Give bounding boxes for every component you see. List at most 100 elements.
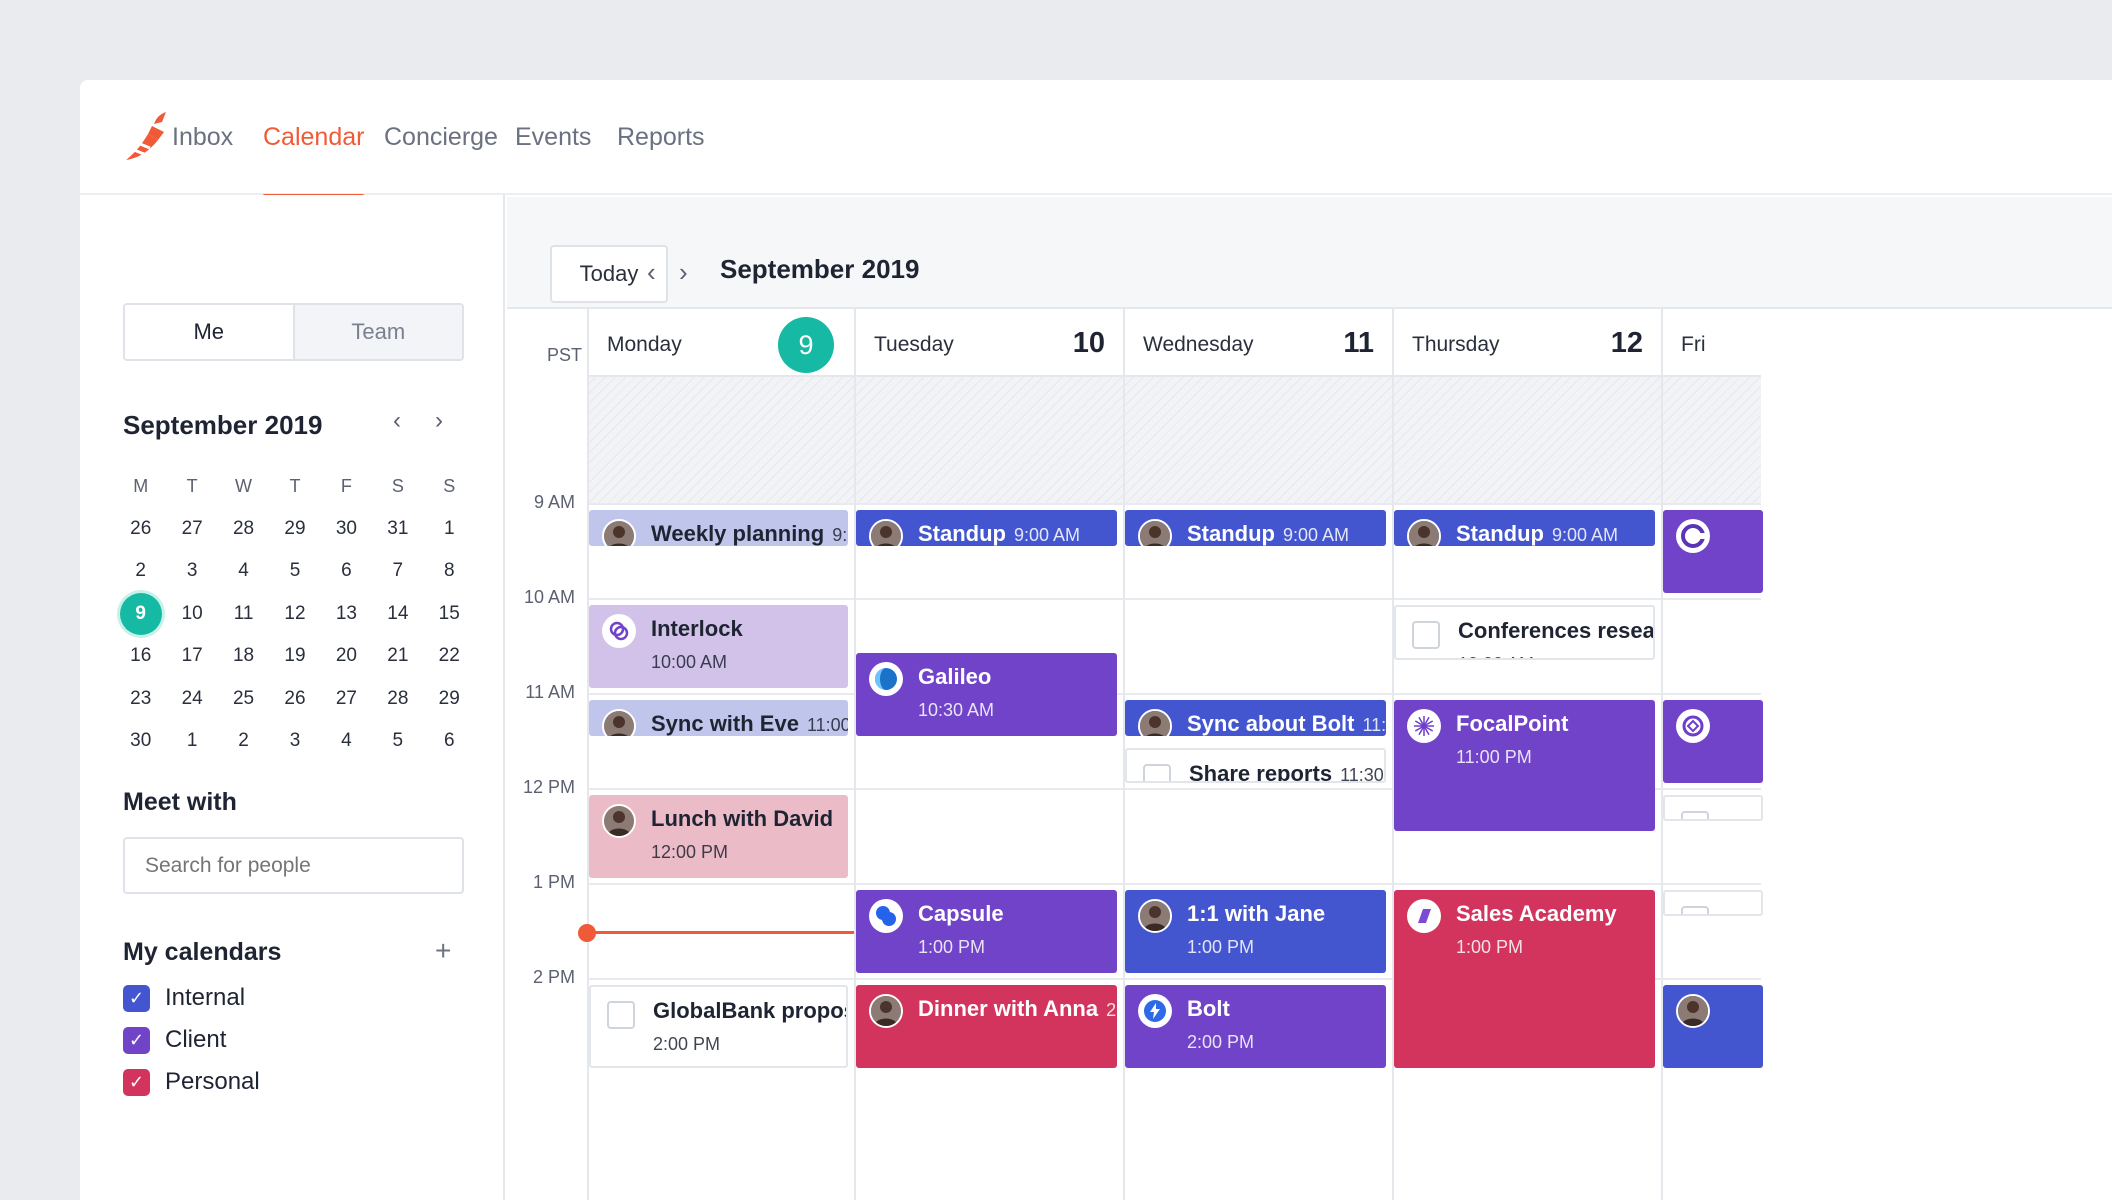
mini-day-cell[interactable]: 4 — [321, 720, 372, 763]
task-checkbox-icon[interactable] — [1681, 906, 1709, 914]
mini-day-cell[interactable]: 29 — [424, 678, 475, 721]
calendar-event[interactable]: Standup 9:00 AM — [1125, 510, 1386, 546]
mini-day-cell[interactable]: 10 — [166, 593, 217, 636]
mini-day-cell[interactable]: 15 — [424, 593, 475, 636]
prev-week-icon[interactable]: ‹ — [647, 257, 656, 287]
nav-events[interactable]: Events — [515, 123, 592, 151]
checkbox-checked-icon[interactable]: ✓ — [123, 984, 150, 1012]
task-checkbox-icon[interactable] — [1143, 763, 1171, 782]
mini-day-cell[interactable]: 28 — [372, 678, 423, 721]
task-checkbox-icon[interactable] — [1681, 811, 1709, 819]
mini-day-cell[interactable]: 21 — [372, 635, 423, 678]
mini-day-cell[interactable]: 26 — [269, 678, 320, 721]
day-column[interactable] — [1661, 377, 1761, 1200]
calendar-event[interactable]: Dinner with Anna 2:00 PM — [856, 985, 1117, 1068]
calendar-event[interactable] — [1663, 700, 1763, 783]
toggle-me-button[interactable]: Me — [125, 305, 293, 359]
mini-day-cell[interactable]: 3 — [166, 550, 217, 593]
mini-day-cell[interactable]: 27 — [321, 678, 372, 721]
mini-day-cell[interactable]: 7 — [372, 550, 423, 593]
mini-day-cell[interactable]: 17 — [166, 635, 217, 678]
calendar-item-client[interactable]: ✓ Client — [123, 1026, 226, 1054]
day-header[interactable]: Wednesday 11 — [1123, 309, 1392, 377]
calendar-event[interactable]: Lunch with David 12:00 PM — [589, 795, 848, 878]
calendar-item-internal[interactable]: ✓ Internal — [123, 984, 245, 1012]
mini-day-cell[interactable]: 30 — [115, 720, 166, 763]
calendar-event[interactable]: Share reports 11:30 AM — [1125, 747, 1386, 783]
calendar-event[interactable]: Standup 9:00 AM — [1394, 510, 1655, 546]
calendar-event[interactable]: Interlock 10:00 AM — [589, 605, 848, 688]
calendar-item-personal[interactable]: ✓ Personal — [123, 1068, 260, 1096]
calendar-event[interactable]: Sync about Bolt 11:00 AM — [1125, 700, 1386, 736]
calendar-event[interactable]: Capsule 1:00 PM — [856, 890, 1117, 973]
calendar-event[interactable]: Standup 9:00 AM — [856, 510, 1117, 546]
day-column[interactable] — [587, 377, 854, 1200]
brand-logo-icon[interactable] — [118, 108, 178, 168]
calendar-event[interactable]: Bolt 2:00 PM — [1125, 985, 1386, 1068]
calendar-event[interactable]: Weekly planning 9:00 AM — [589, 510, 848, 546]
mini-day-cell[interactable]: 1 — [166, 720, 217, 763]
mini-day-cell[interactable]: 18 — [218, 635, 269, 678]
calendar-event[interactable] — [1663, 890, 1763, 916]
mini-day-cell[interactable]: 11 — [218, 593, 269, 636]
nav-concierge[interactable]: Concierge — [384, 123, 498, 151]
calendar-event[interactable]: GlobalBank proposal 2:00 PM — [589, 985, 848, 1068]
mini-day-cell[interactable]: 5 — [372, 720, 423, 763]
mini-day-cell[interactable]: 2 — [218, 720, 269, 763]
today-button[interactable]: Today — [550, 245, 668, 303]
mini-day-cell[interactable]: 23 — [115, 678, 166, 721]
day-column[interactable] — [1123, 377, 1392, 1200]
mini-day-cell[interactable]: 16 — [115, 635, 166, 678]
calendar-event[interactable]: Sales Academy 1:00 PM — [1394, 890, 1655, 1068]
toggle-team-button[interactable]: Team — [292, 305, 462, 359]
mini-day-cell[interactable]: 5 — [269, 550, 320, 593]
mini-day-cell[interactable]: 30 — [321, 508, 372, 551]
calendar-event[interactable] — [1663, 795, 1763, 821]
nav-inbox[interactable]: Inbox — [172, 123, 234, 151]
mini-day-cell[interactable]: 19 — [269, 635, 320, 678]
mini-day-cell[interactable]: 8 — [424, 550, 475, 593]
checkbox-checked-icon[interactable]: ✓ — [123, 1068, 150, 1096]
calendar-event[interactable]: Galileo 10:30 AM — [856, 652, 1117, 736]
mini-day-today[interactable]: 9 — [115, 592, 166, 636]
day-header[interactable]: Fri — [1661, 309, 1761, 377]
mini-day-cell[interactable]: 26 — [115, 508, 166, 551]
checkbox-checked-icon[interactable]: ✓ — [123, 1026, 150, 1054]
task-checkbox-icon[interactable] — [1412, 621, 1440, 649]
mini-day-cell[interactable]: 31 — [372, 508, 423, 551]
mini-day-cell[interactable]: 2 — [115, 550, 166, 593]
calendar-event[interactable] — [1663, 510, 1763, 593]
day-column[interactable] — [854, 377, 1123, 1200]
mini-day-cell[interactable]: 12 — [269, 593, 320, 636]
mini-day-cell[interactable]: 6 — [321, 550, 372, 593]
calendar-event[interactable]: 1:1 with Jane 1:00 PM — [1125, 890, 1386, 973]
day-header[interactable]: Tuesday 10 — [854, 309, 1123, 377]
mini-day-cell[interactable]: 3 — [269, 720, 320, 763]
mini-day-cell[interactable]: 28 — [218, 508, 269, 551]
mini-day-cell[interactable]: 6 — [424, 720, 475, 763]
nav-calendar[interactable]: Calendar — [263, 80, 365, 197]
calendar-event[interactable]: Sync with Eve 11:00 AM — [589, 700, 848, 736]
mini-day-cell[interactable]: 20 — [321, 635, 372, 678]
mini-day-cell[interactable]: 4 — [218, 550, 269, 593]
mini-day-cell[interactable]: 24 — [166, 678, 217, 721]
day-header[interactable]: Monday 9 — [587, 309, 854, 377]
mini-day-cell[interactable]: 25 — [218, 678, 269, 721]
day-header[interactable]: Thursday 12 — [1392, 309, 1661, 377]
mini-prev-month-icon[interactable]: ‹ — [393, 407, 401, 434]
mini-day-cell[interactable]: 1 — [424, 508, 475, 551]
mini-next-month-icon[interactable]: › — [435, 407, 443, 434]
search-people-input[interactable] — [123, 837, 464, 894]
calendar-event[interactable]: Conferences research 10:00 AM — [1394, 605, 1655, 660]
nav-reports[interactable]: Reports — [617, 123, 705, 151]
task-checkbox-icon[interactable] — [607, 1001, 635, 1029]
mini-day-cell[interactable]: 22 — [424, 635, 475, 678]
mini-day-cell[interactable]: 29 — [269, 508, 320, 551]
next-week-icon[interactable]: › — [679, 257, 688, 287]
calendar-event[interactable]: FocalPoint 11:00 PM — [1394, 700, 1655, 831]
mini-day-cell[interactable]: 13 — [321, 593, 372, 636]
add-calendar-icon[interactable]: + — [435, 935, 452, 966]
calendar-event[interactable] — [1663, 985, 1763, 1068]
mini-day-cell[interactable]: 14 — [372, 593, 423, 636]
mini-day-cell[interactable]: 27 — [166, 508, 217, 551]
